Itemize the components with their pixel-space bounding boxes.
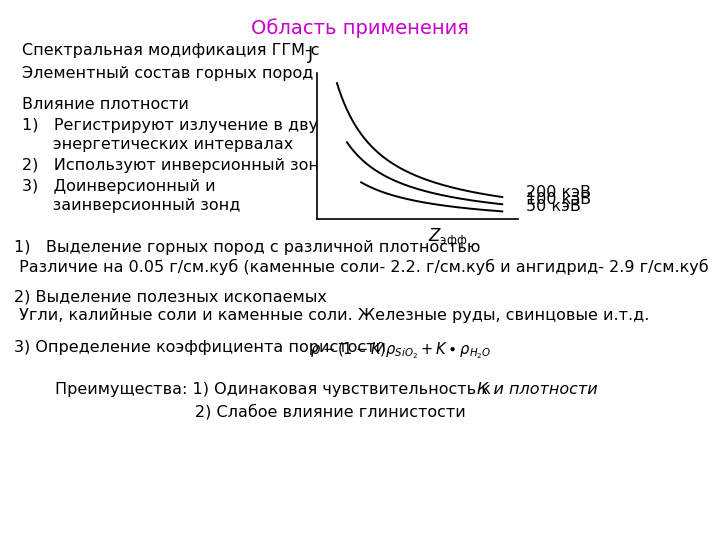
Text: 3)   Доинверсионный и: 3) Доинверсионный и [22,179,215,194]
Text: J: J [308,45,313,63]
Text: Различие на 0.05 г/см.куб (каменные соли- 2.2. г/см.куб и ангидрид- 2.9 г/см.куб: Различие на 0.05 г/см.куб (каменные соли… [14,259,708,275]
Text: Угли, калийные соли и каменные соли. Железные руды, свинцовые и.т.д.: Угли, калийные соли и каменные соли. Жел… [14,308,649,323]
Text: 50 кэВ: 50 кэВ [526,199,581,214]
Text: Влияние плотности: Влияние плотности [22,97,189,112]
Text: К и плотности: К и плотности [477,382,598,397]
Text: Область применения: Область применения [251,18,469,38]
Text: Преимущества: 1) Одинаковая чувствительность к: Преимущества: 1) Одинаковая чувствительн… [55,382,496,397]
Text: 1)   Выделение горных пород с различной плотностью: 1) Выделение горных пород с различной пл… [14,240,480,255]
Text: энергетических интервалах: энергетических интервалах [22,137,293,152]
Text: 2) Выделение полезных ископаемых: 2) Выделение полезных ископаемых [14,289,327,304]
Text: Элементный состав горных пород: Элементный состав горных пород [22,66,313,81]
Text: $\rho-(1-K)\rho_{SiO_2}+K\bullet\rho_{H_2O}$: $\rho-(1-K)\rho_{SiO_2}+K\bullet\rho_{H_… [310,340,492,361]
Text: 200 кэВ: 200 кэВ [526,185,591,200]
Text: 2) Слабое влияние глинистости: 2) Слабое влияние глинистости [195,404,466,420]
Text: $Z_{\mathregular{эфф}}$: $Z_{\mathregular{эфф}}$ [428,227,467,250]
Text: 1)   Регистрируют излучение в двух: 1) Регистрируют излучение в двух [22,118,328,133]
Text: 100 кэВ: 100 кэВ [526,192,592,207]
Text: заинверсионный зонд: заинверсионный зонд [22,198,240,213]
Text: 3) Определение коэффициента пористости: 3) Определение коэффициента пористости [14,340,386,355]
Text: Спектральная модификация ГГМ-с: Спектральная модификация ГГМ-с [22,43,320,58]
Text: 2)   Используют инверсионный зонд: 2) Используют инверсионный зонд [22,158,330,173]
